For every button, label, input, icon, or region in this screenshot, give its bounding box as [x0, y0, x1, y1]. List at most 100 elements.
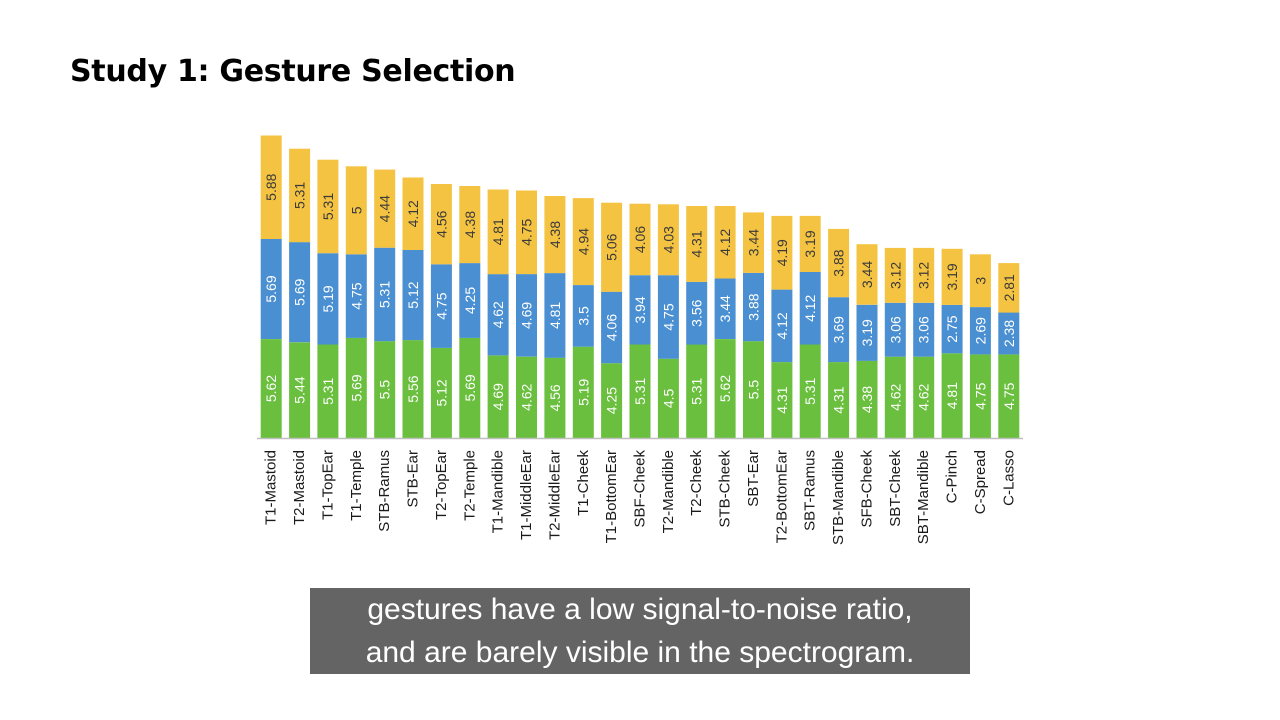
x-tick-label: T1-Mandible	[490, 450, 507, 533]
bar-segment-yellow	[941, 248, 963, 305]
data-label: 5.5	[746, 380, 762, 400]
bar-segment-blue	[884, 302, 906, 357]
bar-segment-green	[572, 346, 594, 438]
data-label: 4.12	[717, 228, 733, 255]
data-label: 5.31	[292, 182, 308, 209]
data-label: 4.56	[433, 210, 449, 237]
data-label: 3.12	[887, 262, 903, 289]
bar-segment-blue	[459, 263, 481, 338]
data-label: 4.62	[916, 383, 932, 410]
bar-segment-green	[430, 347, 452, 438]
x-tick-label: C-Spread	[972, 450, 989, 514]
bar-segment-green	[516, 356, 537, 438]
bar-segment-blue	[856, 304, 878, 361]
bar-segment-green	[771, 362, 793, 438]
x-tick-label: T2-MiddleEar	[546, 450, 563, 540]
bar-segment-yellow	[743, 212, 764, 273]
data-label: 4.44	[377, 195, 393, 222]
data-label: 5.31	[320, 193, 336, 220]
data-label: 3.12	[916, 262, 932, 289]
data-label: 3.06	[916, 316, 932, 343]
data-label: 4.75	[519, 218, 535, 245]
data-label: 5.5	[377, 380, 393, 400]
bar-segment-green	[884, 356, 906, 438]
bar-segment-blue	[714, 278, 736, 339]
bar-segment-blue	[969, 307, 991, 355]
bar-segment-blue	[941, 304, 963, 354]
bar-segment-green	[686, 344, 708, 438]
bar-segment-yellow	[629, 203, 651, 276]
bar-segment-yellow	[856, 244, 878, 305]
data-label: 4.31	[774, 386, 790, 413]
bar-segment-blue	[657, 275, 679, 359]
bar-segment-green	[714, 339, 736, 438]
data-label: 3.06	[887, 316, 903, 343]
data-label: 4.69	[519, 302, 535, 329]
data-label: 5.31	[632, 377, 648, 404]
x-tick-label: C-Pinch	[944, 450, 961, 503]
bar-segment-yellow	[289, 148, 311, 243]
data-label: 3.44	[859, 261, 875, 288]
data-label: 4.12	[774, 312, 790, 339]
bar-segment-green	[913, 356, 935, 438]
bar-segment-blue	[572, 285, 594, 347]
data-label: 4.62	[887, 383, 903, 410]
caption-line-1: gestures have a low signal-to-noise rati…	[310, 588, 970, 631]
bar-segment-blue	[828, 297, 850, 363]
bar-segment-green	[374, 341, 396, 438]
bar-segment-green	[969, 354, 991, 438]
data-label: 5.31	[802, 377, 818, 404]
data-label: 5.62	[263, 375, 279, 402]
data-label: 4.62	[490, 301, 506, 328]
bar-segment-blue	[260, 238, 282, 339]
data-label: 5.62	[717, 375, 733, 402]
data-label: 3.56	[689, 299, 705, 326]
x-tick-label: T1-BottomEar	[603, 450, 620, 543]
bar-segment-yellow	[374, 169, 396, 248]
bar-segment-yellow	[317, 159, 339, 254]
data-label: 5.19	[575, 378, 591, 405]
bar-segment-green	[289, 342, 311, 438]
x-tick-label: T2-Cheek	[688, 450, 705, 516]
data-label: 4.62	[519, 383, 535, 410]
x-tick-label: T1-MiddleEar	[518, 450, 535, 540]
data-label: 5.19	[320, 285, 336, 312]
bar-segment-blue	[374, 247, 396, 342]
bar-segment-blue	[516, 274, 537, 357]
x-tick-label: C-Lasso	[1000, 450, 1017, 506]
data-label: 5.69	[348, 374, 364, 401]
data-label: 5.88	[263, 173, 279, 200]
video-caption: gestures have a low signal-to-noise rati…	[310, 588, 970, 674]
bar-segment-yellow	[686, 206, 708, 282]
bar-segment-yellow	[799, 215, 821, 272]
bar-segment-yellow	[657, 204, 679, 276]
x-tick-label: SBT-Ramus	[802, 450, 819, 531]
bar-segment-yellow	[345, 166, 367, 255]
bar-segment-yellow	[969, 254, 991, 308]
bar-segment-green	[629, 344, 651, 438]
bar-segment-yellow	[714, 206, 736, 279]
bar-segment-blue	[799, 272, 821, 345]
x-tick-label: T1-Cheek	[575, 450, 592, 516]
bar-segment-green	[459, 337, 481, 438]
data-label: 4.81	[547, 302, 563, 329]
data-label: 4.12	[802, 294, 818, 321]
data-label: 5.31	[320, 377, 336, 404]
bar-segment-green	[828, 362, 850, 438]
bar-segment-blue	[430, 264, 452, 348]
data-label: 5.69	[263, 275, 279, 302]
data-label: 4.75	[1001, 382, 1017, 409]
data-label: 5	[348, 206, 364, 214]
bar-segment-green	[260, 339, 282, 438]
data-label: 5.12	[405, 281, 421, 308]
data-label: 4.38	[547, 221, 563, 248]
bar-segment-green	[317, 344, 339, 438]
data-label: 4.75	[433, 292, 449, 319]
bar-segment-green	[345, 337, 367, 438]
x-tick-label: T2-Temple	[461, 450, 478, 521]
bar-segment-blue	[743, 272, 764, 342]
data-label: 4.81	[490, 218, 506, 245]
x-tick-label: T1-Mastoid	[263, 450, 280, 525]
bar-segment-yellow	[572, 198, 594, 285]
data-label: 4.12	[405, 200, 421, 227]
